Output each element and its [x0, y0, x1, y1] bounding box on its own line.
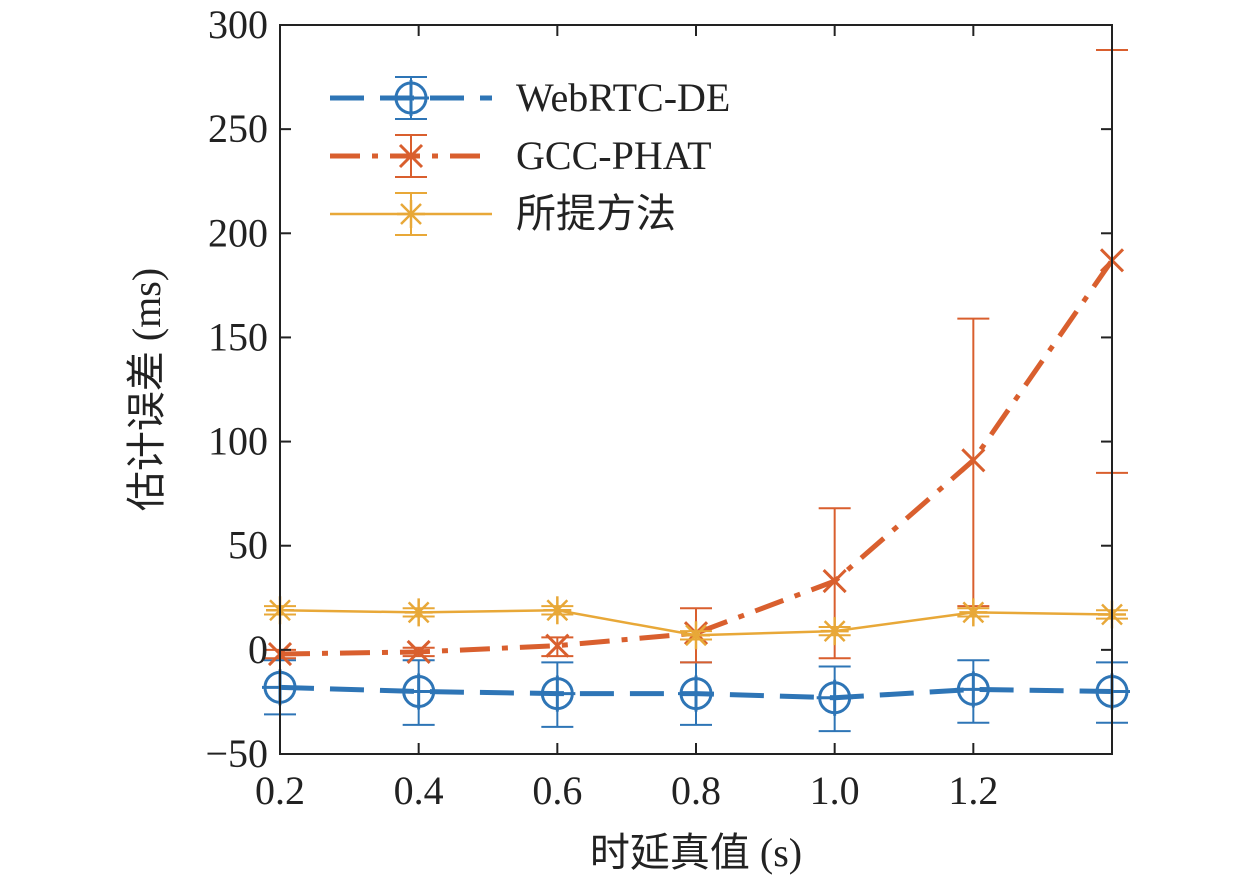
data-point — [820, 617, 849, 646]
y-tick-label: 0 — [248, 627, 268, 672]
x-axis-title: 时延真值 (s) — [590, 830, 802, 875]
x-tick-label: 0.8 — [671, 768, 721, 813]
y-tick-label: 250 — [208, 106, 268, 151]
x-tick-label: 1.0 — [810, 768, 860, 813]
data-point — [822, 569, 847, 594]
series-2 — [264, 596, 1128, 650]
y-tick-label: 200 — [208, 210, 268, 255]
data-point — [406, 639, 431, 665]
marker-x — [961, 448, 986, 473]
data-point — [816, 679, 853, 716]
data-point — [543, 596, 572, 625]
y-tick-label: 100 — [208, 419, 268, 464]
legend-label: WebRTC-DE — [516, 75, 730, 120]
legend-label: GCC-PHAT — [516, 133, 712, 178]
marker-x — [406, 639, 431, 665]
marker-asterisk — [823, 620, 846, 642]
marker-asterisk — [400, 203, 422, 225]
marker-x — [822, 569, 847, 594]
series-layer — [262, 48, 1130, 733]
data-point — [539, 675, 576, 712]
series-0 — [262, 659, 1130, 733]
marker-asterisk — [546, 599, 569, 622]
y-tick-label: 300 — [208, 2, 268, 47]
data-point — [959, 598, 988, 627]
legend-marker — [397, 200, 425, 228]
x-tick-label: 0.2 — [255, 768, 305, 813]
marker-asterisk — [407, 601, 430, 624]
y-tick-label: 150 — [208, 314, 268, 359]
marker-asterisk — [685, 624, 707, 647]
data-point — [404, 598, 433, 627]
x-tick-label: 0.4 — [394, 768, 444, 813]
data-point — [682, 621, 710, 650]
x-tick-label: 0.6 — [532, 768, 582, 813]
legend-item: 所提方法 — [330, 191, 676, 236]
marker-x — [398, 143, 424, 169]
legend-label: 所提方法 — [516, 191, 676, 236]
marker-asterisk — [962, 601, 985, 624]
legend-item: WebRTC-DE — [330, 75, 730, 120]
ticks-layer: −50 0 50 100 150 200 250 300 0.2 0.4 0.6 0.8 1.0 1.2 — [205, 2, 1112, 813]
marker-x — [545, 633, 570, 658]
data-point — [678, 675, 714, 712]
legend-item: GCC-PHAT — [330, 133, 712, 178]
legend-marker — [398, 143, 424, 169]
data-point — [545, 633, 570, 658]
y-axis-title: 估计误差 (ms) — [124, 268, 169, 511]
x-tick-label: 1.2 — [948, 768, 998, 813]
legend: WebRTC-DE GCC-PHAT 所提方法 — [330, 75, 730, 236]
legend-marker — [393, 80, 429, 116]
y-tick-label: −50 — [205, 731, 268, 776]
data-point — [400, 673, 437, 710]
y-tick-label: 50 — [228, 523, 268, 568]
data-point — [961, 448, 986, 473]
data-point — [955, 671, 992, 708]
